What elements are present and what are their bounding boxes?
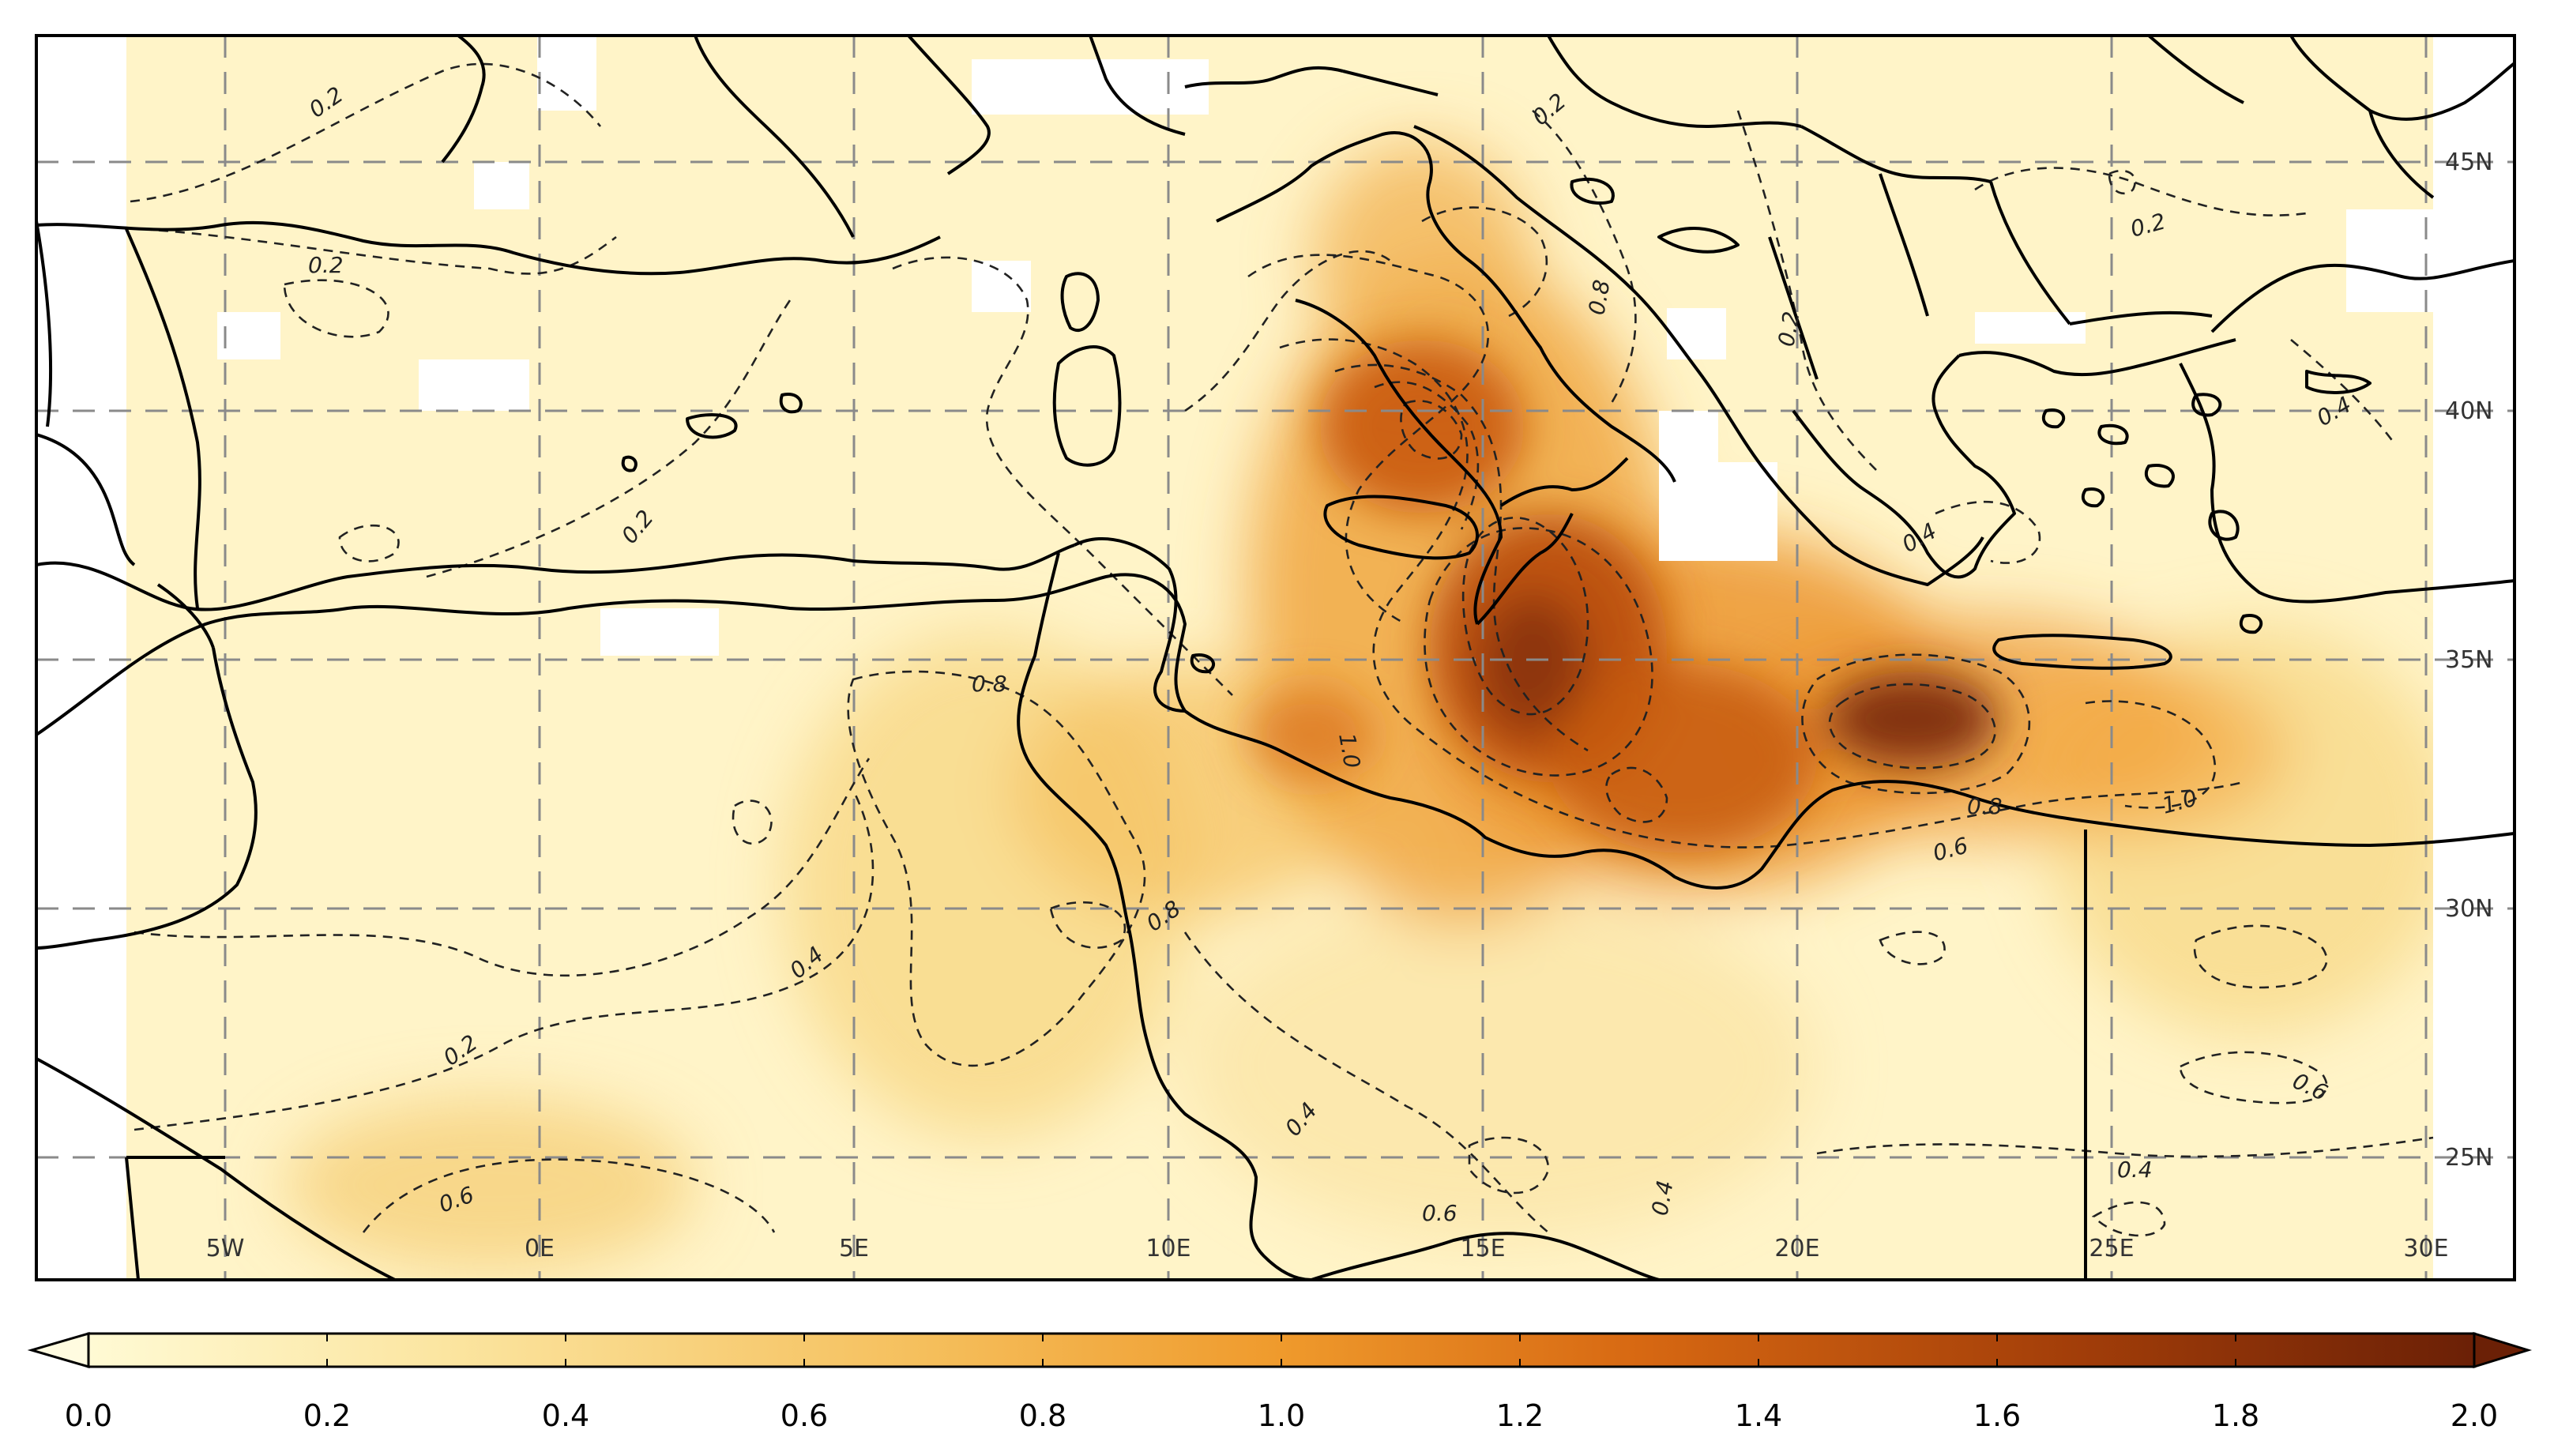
colorbar-tick-label: 1.6 <box>1973 1398 2021 1433</box>
contour-label: 0.8 <box>1967 793 2003 819</box>
colorbar-over-arrow <box>2473 1331 2533 1369</box>
coastlines-and-borders <box>36 36 2515 1280</box>
colorbar-tick-label: 0.8 <box>1019 1398 1066 1433</box>
contour-label: 0.2 <box>1773 310 1804 349</box>
colorbar-tick-label: 2.0 <box>2451 1398 2498 1433</box>
contour-lines <box>130 62 2434 1237</box>
lat-label-45n: 45N <box>2445 149 2493 176</box>
contour-label: 0.8 <box>1583 278 1615 318</box>
lon-label-10e: 10E <box>1145 1235 1190 1262</box>
colorbar-ticks: 0.0 0.2 0.4 0.6 0.8 1.0 1.2 1.4 1.6 1.8 2.0 <box>65 1334 2498 1433</box>
lon-label-0e: 0E <box>525 1235 555 1262</box>
lon-label-15e: 15E <box>1460 1235 1505 1262</box>
contour-label: 0.4 <box>2117 1157 2153 1183</box>
lat-label-25n: 25N <box>2445 1144 2493 1172</box>
lat-label-35n: 35N <box>2445 646 2493 674</box>
colorbar-tick-label: 0.6 <box>780 1398 828 1433</box>
lon-label-30e: 30E <box>2403 1235 2448 1262</box>
contour-label: 0.8 <box>972 671 1007 697</box>
longitude-labels: 5W 0E 5E 10E 15E 20E 25E 30E <box>206 1235 2449 1262</box>
colorbar-tick-label: 1.0 <box>1258 1398 1305 1433</box>
colorbar-tick-label: 1.8 <box>2212 1398 2259 1433</box>
contour-label: 0.2 <box>308 252 344 278</box>
lon-label-5e: 5E <box>839 1235 869 1262</box>
colorbar: 0.0 0.2 0.4 0.6 0.8 1.0 1.2 1.4 1.6 1.8 2.0 <box>27 1331 2533 1433</box>
lon-label-20e: 20E <box>1774 1235 1819 1262</box>
lat-label-30n: 30N <box>2445 895 2493 923</box>
contour-label: 0.6 <box>1422 1200 1458 1226</box>
colorbar-tick-label: 1.2 <box>1496 1398 1544 1433</box>
lat-label-40n: 40N <box>2445 397 2493 425</box>
contour-label: 1.0 <box>1333 731 1365 770</box>
contour-label: 0.4 <box>1646 1179 1678 1218</box>
map-frame <box>35 34 2516 1281</box>
colorbar-tick-label: 0.4 <box>542 1398 589 1433</box>
lon-label-25e: 25E <box>2089 1235 2134 1262</box>
colorbar-tick-label: 1.4 <box>1735 1398 1782 1433</box>
map-panel: 0.2 0.2 0.2 0.2 0.4 0.6 0.8 0.8 0.8 1.0 … <box>36 36 2515 1280</box>
colorbar-tick-label: 0.2 <box>303 1398 351 1433</box>
missing-data-patches <box>36 36 2515 1280</box>
graticule <box>36 36 2515 1280</box>
latitude-labels: 45N 40N 35N 30N 25N <box>2445 149 2493 1172</box>
colorbar-tick-label: 0.0 <box>65 1398 112 1433</box>
colorbar-under-arrow <box>27 1332 90 1368</box>
lon-label-5w: 5W <box>206 1235 245 1262</box>
